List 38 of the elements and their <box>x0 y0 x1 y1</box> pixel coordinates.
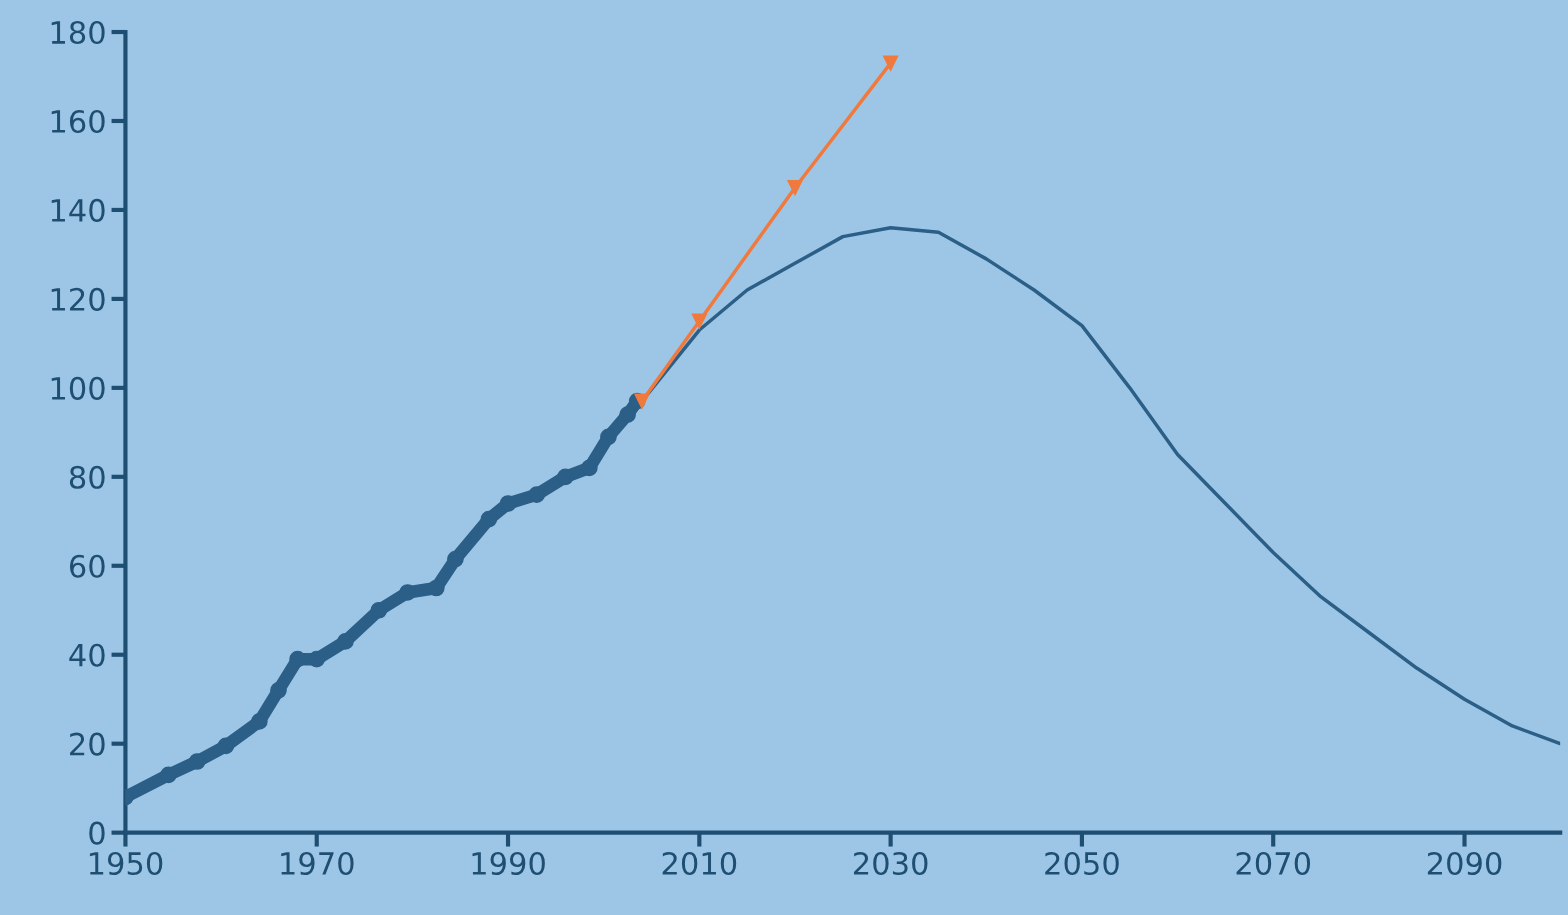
x-tick-label: 2030 <box>853 851 928 876</box>
x-tick-label: 1970 <box>281 851 354 876</box>
point <box>399 584 416 601</box>
point <box>580 459 598 477</box>
point <box>557 468 574 486</box>
x-tick-label: 2090 <box>1427 851 1502 876</box>
point <box>787 180 803 196</box>
y-tick-label: 20 <box>70 732 105 756</box>
point <box>600 428 617 446</box>
y-tick-label: 120 <box>51 287 105 311</box>
point <box>882 55 899 71</box>
point <box>337 633 354 650</box>
x-tick-label: 2050 <box>1045 851 1119 876</box>
point <box>619 406 636 423</box>
x-tick-label: 2010 <box>662 851 737 876</box>
point <box>634 393 650 409</box>
point <box>528 486 546 503</box>
y-tick-label: 140 <box>51 198 105 222</box>
x-tick-label: 1950 <box>89 851 163 876</box>
y-tick-label: 80 <box>69 465 105 489</box>
y-tick-label: 160 <box>51 109 105 134</box>
point <box>270 681 287 699</box>
point <box>480 510 498 528</box>
y-tick-label: 100 <box>51 376 105 400</box>
x-tick-label: 1990 <box>472 851 545 876</box>
point <box>251 713 268 730</box>
point <box>691 313 707 329</box>
point <box>160 766 177 784</box>
point <box>499 495 517 512</box>
point <box>447 550 464 568</box>
y-tick-label: 60 <box>69 554 105 578</box>
x-tick-label: 2070 <box>1236 851 1311 876</box>
point <box>370 601 388 619</box>
y-tick-label: 40 <box>69 643 105 667</box>
y-tick-label: 0 <box>89 821 105 845</box>
point <box>217 737 235 755</box>
point <box>188 753 206 770</box>
y-tick-label: 180 <box>51 20 105 45</box>
